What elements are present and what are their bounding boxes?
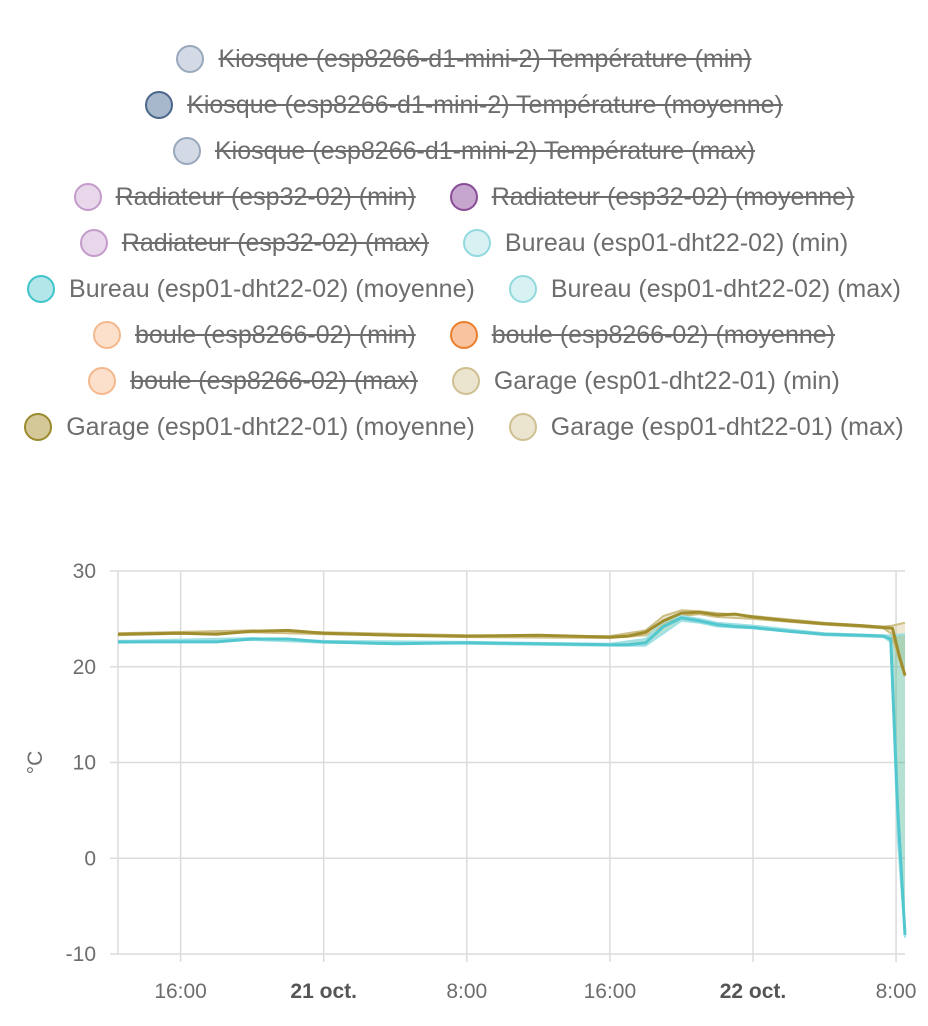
legend-label: boule (esp8266-02) (moyenne) (491, 320, 835, 349)
legend-swatch (79, 229, 108, 257)
legend-swatch (449, 183, 478, 211)
legend-item[interactable]: boule (esp8266-02) (moyenne) (449, 318, 835, 352)
legend-item[interactable]: Garage (esp01-dht22-01) (min) (451, 364, 840, 398)
legend-label: boule (esp8266-02) (max) (130, 366, 418, 395)
legend-swatch (508, 275, 537, 303)
y-tick-label: 0 (84, 847, 96, 870)
legend-swatch (145, 91, 174, 119)
legend-label: Kiosque (esp8266-d1-mini-2) Température … (187, 90, 783, 119)
y-axis-title: °C (24, 751, 47, 775)
legend-label: Bureau (esp01-dht22-02) (min) (504, 228, 849, 257)
legend-item[interactable]: Garage (esp01-dht22-01) (max) (508, 410, 904, 444)
x-tick-label: 16:00 (154, 980, 207, 1003)
series-line (118, 616, 907, 935)
bands (118, 610, 905, 938)
line-chart: 30 20 10 0 -10 16:00 21 oct. 8:00 16:00 22 oct. 8… (24, 560, 916, 1003)
legend-item[interactable]: Kiosque (esp8266-d1-mini-2) Température … (145, 88, 783, 122)
band-area (118, 616, 905, 938)
legend-swatch (88, 367, 117, 395)
legend-label: Radiateur (esp32-02) (min) (115, 182, 416, 211)
x-tick-label: 21 oct. (290, 980, 357, 1003)
y-tick-label: -10 (66, 943, 96, 966)
legend-label: Bureau (esp01-dht22-02) (max) (550, 274, 901, 303)
chart-legend: Kiosque (esp8266-d1-mini-2) Température … (20, 42, 908, 444)
legend-swatch (508, 413, 537, 441)
y-axis: 30 20 10 0 -10 (66, 560, 96, 966)
series-lines (117, 609, 907, 938)
legend-item[interactable]: Bureau (esp01-dht22-02) (moyenne) (27, 272, 475, 306)
legend-swatch (449, 321, 478, 349)
y-tick-label: 10 (73, 752, 96, 775)
series-line (117, 619, 906, 938)
legend-item[interactable]: Radiateur (esp32-02) (max) (79, 226, 429, 260)
legend-item[interactable]: Kiosque (esp8266-d1-mini-2) Température … (176, 42, 752, 76)
legend-label: Garage (esp01-dht22-01) (min) (493, 366, 840, 395)
legend-item[interactable]: Garage (esp01-dht22-01) (moyenne) (24, 410, 475, 444)
legend-label: Radiateur (esp32-02) (moyenne) (491, 182, 855, 211)
legend-label: boule (esp8266-02) (min) (135, 320, 416, 349)
legend-item[interactable]: boule (esp8266-02) (min) (93, 318, 416, 352)
series-line (117, 610, 907, 676)
legend-item[interactable]: Kiosque (esp8266-d1-mini-2) Température … (172, 134, 756, 168)
x-tick-label: 22 oct. (720, 980, 787, 1003)
legend-label: Bureau (esp01-dht22-02) (moyenne) (69, 274, 475, 303)
legend-item[interactable]: boule (esp8266-02) (max) (88, 364, 418, 398)
legend-swatch (24, 413, 53, 441)
x-tick-label: 8:00 (446, 980, 487, 1003)
legend-label: Kiosque (esp8266-d1-mini-2) Température … (214, 136, 756, 165)
legend-swatch (73, 183, 102, 211)
legend-label: Garage (esp01-dht22-01) (max) (550, 412, 904, 441)
legend-item[interactable]: Radiateur (esp32-02) (min) (73, 180, 416, 214)
x-tick-label: 8:00 (876, 980, 917, 1003)
legend-item[interactable]: Bureau (esp01-dht22-02) (max) (508, 272, 901, 306)
legend-swatch (176, 45, 205, 73)
legend-swatch (451, 367, 480, 395)
legend-swatch (172, 137, 201, 165)
y-tick-label: 30 (73, 560, 96, 583)
y-tick-label: 20 (73, 656, 96, 679)
legend-label: Kiosque (esp8266-d1-mini-2) Température … (218, 44, 752, 73)
legend-swatch (27, 275, 56, 303)
legend-swatch (93, 321, 122, 349)
legend-item[interactable]: Radiateur (esp32-02) (moyenne) (449, 180, 855, 214)
legend-label: Garage (esp01-dht22-01) (moyenne) (66, 412, 475, 441)
legend-item[interactable]: Bureau (esp01-dht22-02) (min) (462, 226, 849, 260)
legend-label: Radiateur (esp32-02) (max) (121, 228, 429, 257)
legend-swatch (462, 229, 491, 257)
x-tick-label: 16:00 (584, 980, 637, 1003)
x-axis: 16:00 21 oct. 8:00 16:00 22 oct. 8:00 (154, 980, 916, 1003)
